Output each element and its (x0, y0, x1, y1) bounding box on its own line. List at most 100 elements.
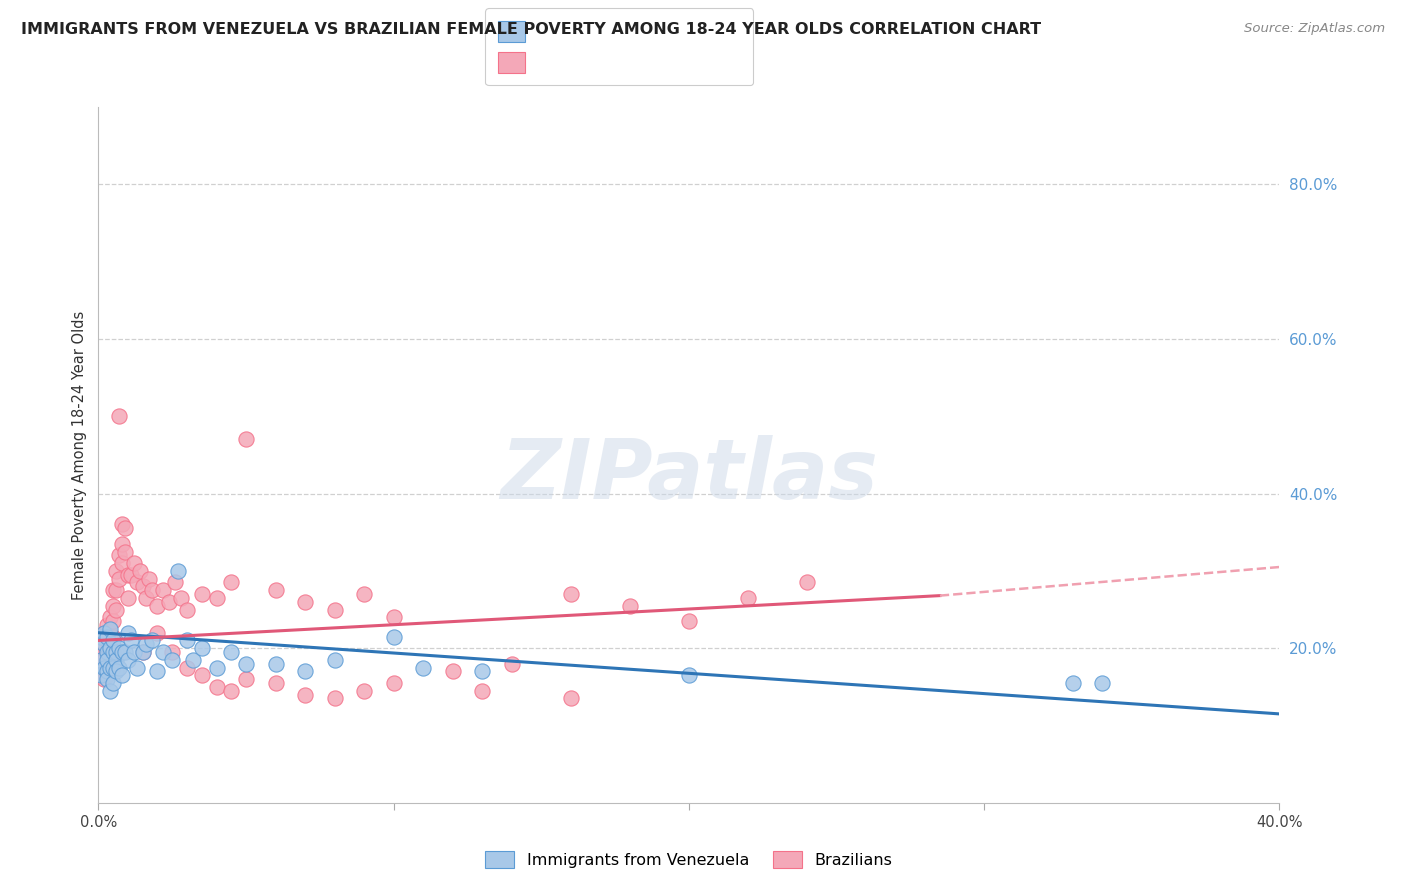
Point (96, 672, 118, 686)
Point (117, 653, 139, 667)
Point (122, 645, 145, 659)
Point (294, 665, 316, 679)
Y-axis label: Female Poverty Among 18-24 Year Olds: Female Poverty Among 18-24 Year Olds (72, 310, 87, 599)
Text: Source: ZipAtlas.com: Source: ZipAtlas.com (1244, 22, 1385, 36)
Point (108, 641, 131, 656)
Point (294, 688, 316, 702)
Point (96, 618, 118, 632)
Point (96, 653, 118, 667)
Point (157, 595, 180, 609)
Point (114, 645, 136, 659)
Point (108, 409, 131, 424)
Point (90, 645, 112, 659)
Point (382, 630, 405, 644)
Point (264, 583, 287, 598)
Point (93, 660, 115, 674)
Point (98, 683, 121, 698)
Point (98, 622, 121, 636)
Point (135, 637, 157, 651)
Point (103, 599, 125, 613)
Point (678, 668, 700, 682)
Point (93, 625, 115, 640)
Point (138, 572, 160, 586)
Point (105, 602, 128, 616)
Text: N =: N = (626, 45, 676, 63)
Point (98, 641, 121, 656)
Point (235, 672, 257, 686)
Point (105, 564, 128, 578)
Point (96, 645, 118, 659)
Point (108, 549, 131, 563)
Point (191, 668, 214, 682)
Point (103, 630, 125, 644)
Point (141, 633, 163, 648)
Point (176, 602, 198, 616)
Point (382, 676, 405, 690)
Point (501, 657, 523, 671)
Point (93, 637, 115, 651)
Point (170, 591, 193, 605)
Point (678, 614, 700, 628)
Point (117, 625, 139, 640)
Text: IMMIGRANTS FROM VENEZUELA VS BRAZILIAN FEMALE POVERTY AMONG 18-24 YEAR OLDS CORR: IMMIGRANTS FROM VENEZUELA VS BRAZILIAN F… (21, 22, 1042, 37)
Point (221, 683, 243, 698)
Point (117, 591, 139, 605)
Point (96, 665, 118, 679)
Point (128, 564, 150, 578)
Point (471, 683, 494, 698)
Point (619, 599, 641, 613)
Point (125, 575, 148, 590)
Point (382, 610, 405, 624)
Legend: Immigrants from Venezuela, Brazilians: Immigrants from Venezuela, Brazilians (479, 845, 898, 875)
Point (191, 641, 214, 656)
Point (122, 556, 145, 570)
Point (90, 630, 112, 644)
Text: R =: R = (522, 45, 560, 63)
Point (93, 660, 115, 674)
Text: 54: 54 (671, 13, 695, 31)
Point (103, 633, 125, 648)
Point (191, 587, 214, 601)
Point (93, 637, 115, 651)
Text: 0.093: 0.093 (567, 45, 630, 63)
Point (98, 641, 121, 656)
Point (135, 591, 157, 605)
Point (90, 653, 112, 667)
Point (98, 610, 121, 624)
Point (471, 665, 494, 679)
Point (560, 691, 582, 706)
Point (264, 657, 287, 671)
Point (103, 645, 125, 659)
Point (221, 575, 243, 590)
Point (103, 614, 125, 628)
Point (146, 665, 169, 679)
Point (111, 517, 134, 532)
Point (98, 660, 121, 674)
Point (1091, 676, 1114, 690)
Point (796, 575, 818, 590)
Point (205, 680, 228, 694)
Point (323, 691, 346, 706)
Point (152, 583, 174, 598)
Point (152, 645, 174, 659)
Point (93, 653, 115, 667)
Point (205, 660, 228, 674)
Point (132, 645, 155, 659)
Point (132, 645, 155, 659)
Point (90, 653, 112, 667)
Point (96, 657, 118, 671)
Point (1062, 676, 1084, 690)
Point (441, 665, 464, 679)
Point (96, 630, 118, 644)
Point (103, 660, 125, 674)
Point (111, 537, 134, 551)
Text: 83: 83 (671, 45, 695, 63)
Point (294, 595, 316, 609)
Point (264, 676, 287, 690)
Text: -0.286: -0.286 (567, 13, 631, 31)
Point (114, 521, 136, 535)
Point (323, 602, 346, 616)
Point (111, 556, 134, 570)
Point (98, 625, 121, 640)
Point (103, 583, 125, 598)
